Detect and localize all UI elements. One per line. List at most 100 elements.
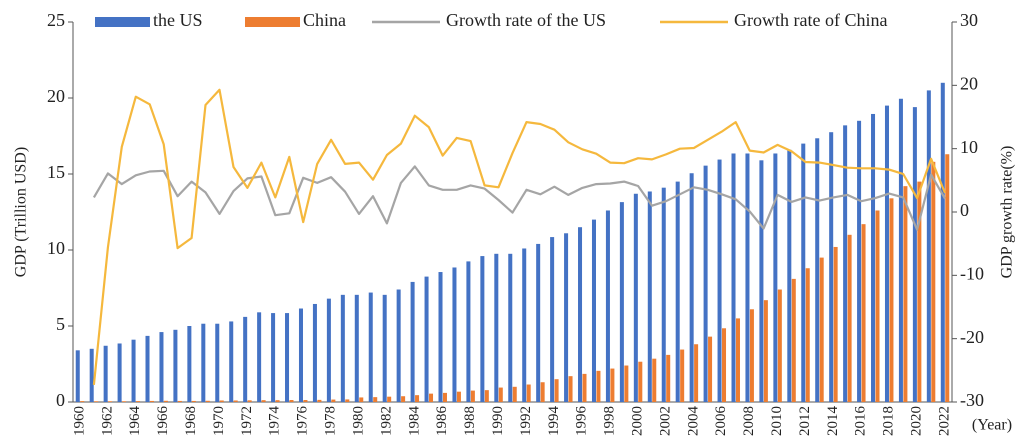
legend-label: China xyxy=(303,10,346,30)
bar xyxy=(564,233,569,402)
x-tick-label: 2006 xyxy=(713,406,729,437)
y2-tick-label: -30 xyxy=(960,390,984,410)
bar xyxy=(201,323,206,402)
legend-swatch xyxy=(95,17,150,27)
bar xyxy=(550,237,555,402)
bar xyxy=(215,323,220,402)
bar xyxy=(452,267,457,402)
bar xyxy=(498,387,503,402)
x-tick-label: 2022 xyxy=(936,406,952,436)
legend-label: the US xyxy=(153,10,203,30)
bar xyxy=(424,276,429,402)
bar xyxy=(484,390,489,402)
bar xyxy=(861,224,866,402)
bar xyxy=(289,400,294,402)
bar xyxy=(117,343,122,402)
bar xyxy=(205,400,210,402)
bar xyxy=(285,313,290,402)
bar xyxy=(75,350,80,402)
legend-swatch xyxy=(245,17,300,27)
bar xyxy=(833,246,838,402)
bar xyxy=(303,400,308,402)
bar xyxy=(735,318,740,402)
bar xyxy=(373,397,378,402)
x-axis-label: (Year) xyxy=(972,417,1012,434)
bar xyxy=(889,198,894,402)
y2-tick-label: -10 xyxy=(960,263,984,283)
bar xyxy=(703,165,708,402)
bar xyxy=(177,400,182,402)
x-tick-label: 2012 xyxy=(797,406,813,436)
y2-tick-label: -20 xyxy=(960,327,984,347)
bar xyxy=(847,234,852,402)
x-tick-label: 1962 xyxy=(99,406,115,436)
bar xyxy=(122,401,127,402)
x-tick-label: 2002 xyxy=(657,406,673,436)
bar xyxy=(568,376,573,402)
bar xyxy=(243,316,248,402)
bar xyxy=(149,400,154,402)
x-tick-label: 1980 xyxy=(350,406,366,436)
x-tick-label: 1988 xyxy=(462,406,478,436)
bar xyxy=(312,303,317,402)
bar xyxy=(470,390,475,402)
bar xyxy=(219,400,224,402)
bar xyxy=(466,261,471,402)
bar xyxy=(940,82,945,403)
bar xyxy=(145,335,150,402)
bar xyxy=(80,401,85,402)
bar xyxy=(898,98,903,402)
bar xyxy=(578,227,583,402)
bar xyxy=(410,281,415,402)
bar xyxy=(633,193,638,402)
bar xyxy=(829,132,834,402)
y-tick-label: 20 xyxy=(47,86,65,106)
bar xyxy=(745,153,750,402)
bar xyxy=(596,370,601,402)
x-tick-label: 2014 xyxy=(825,406,841,437)
bar xyxy=(647,191,652,402)
bar xyxy=(526,384,531,402)
x-tick-label: 1964 xyxy=(127,406,143,437)
bar xyxy=(512,386,517,402)
bar xyxy=(159,332,164,402)
x-tick-label: 1994 xyxy=(546,406,562,437)
bar xyxy=(591,219,596,402)
bar xyxy=(694,344,699,402)
bar xyxy=(508,253,513,402)
x-tick-label: 1970 xyxy=(211,406,227,436)
bar xyxy=(801,143,806,402)
bar xyxy=(926,90,931,403)
bar xyxy=(843,125,848,403)
bar xyxy=(173,329,178,402)
bar xyxy=(387,396,392,402)
y-tick-label: 10 xyxy=(47,238,65,258)
bar xyxy=(787,149,792,402)
y-tick-label: 5 xyxy=(56,314,65,334)
bar xyxy=(652,358,657,402)
bar xyxy=(494,253,499,402)
bar xyxy=(917,181,922,402)
y2-tick-label: 30 xyxy=(960,10,978,30)
bar xyxy=(396,289,401,402)
bar xyxy=(94,401,99,402)
bar xyxy=(257,312,262,402)
bar xyxy=(233,400,238,402)
x-tick-label: 1996 xyxy=(574,406,590,437)
bar xyxy=(540,382,545,402)
x-tick-label: 2008 xyxy=(741,406,757,436)
line xyxy=(92,165,946,231)
bar xyxy=(717,159,722,402)
bar xyxy=(442,392,447,402)
bar xyxy=(945,154,950,402)
bar xyxy=(326,298,331,402)
bar xyxy=(722,328,727,402)
bar xyxy=(163,400,168,402)
bar xyxy=(759,160,764,402)
bar xyxy=(136,401,141,402)
bar xyxy=(438,272,443,402)
bar xyxy=(89,348,94,402)
bar xyxy=(903,186,908,402)
bar xyxy=(382,294,387,402)
bar xyxy=(661,187,666,402)
